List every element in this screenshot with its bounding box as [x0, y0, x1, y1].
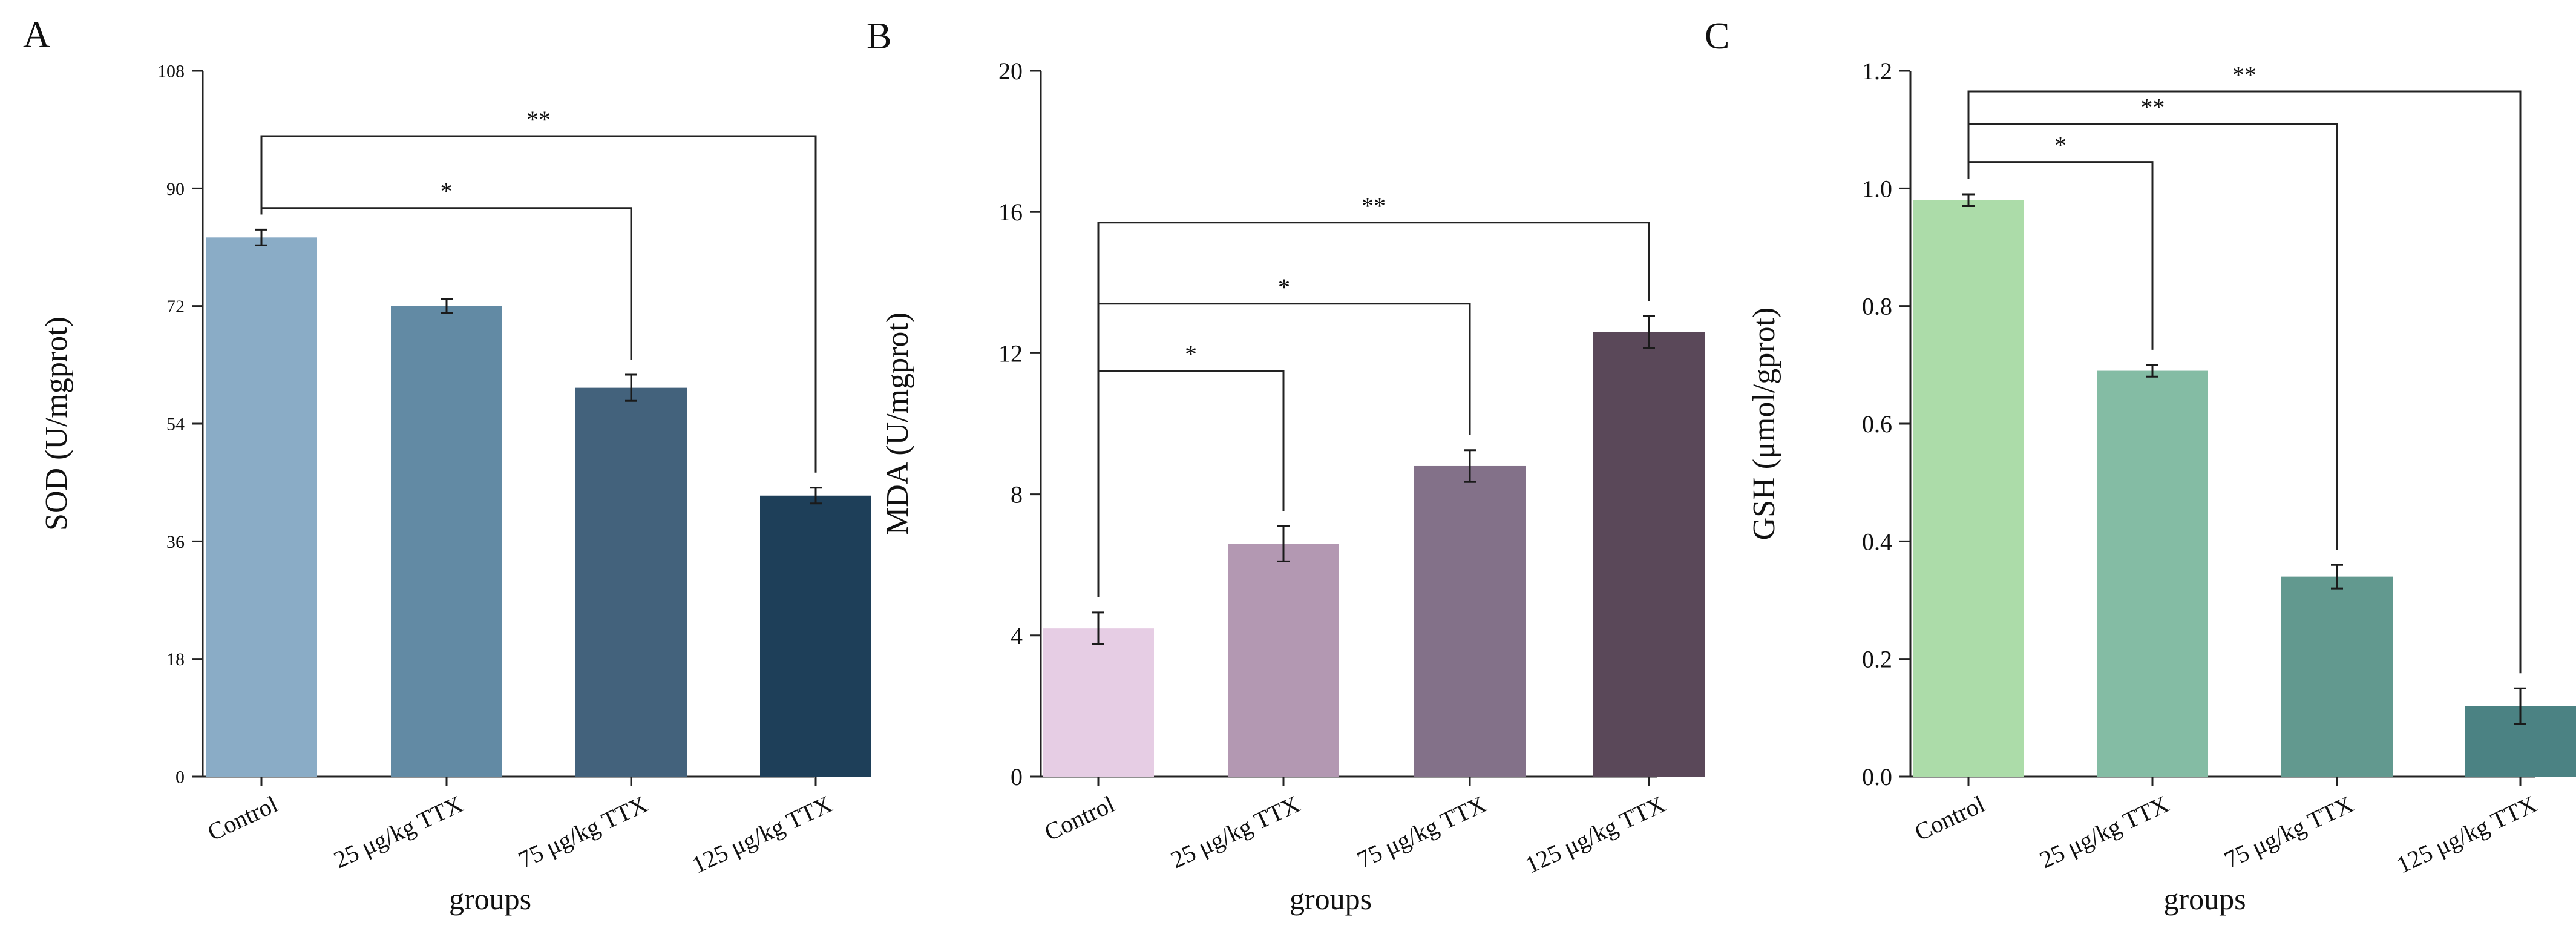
- x-axis-label: groups: [2163, 882, 2246, 916]
- y-tick-label: 0.8: [1862, 293, 1892, 320]
- y-axis-label: GSH (μmol/gprot): [1747, 307, 1781, 541]
- error-bar: [1643, 315, 1655, 349]
- x-tick-label: 75 μg/kg TTX: [1353, 790, 1490, 873]
- significance-label: *: [1185, 341, 1197, 368]
- x-axis-label: groups: [449, 882, 531, 916]
- x-tick-label: 75 μg/kg TTX: [514, 790, 652, 873]
- y-tick-label: 8: [1011, 481, 1023, 508]
- significance-bracket: **: [260, 106, 817, 473]
- error-bar: [2146, 364, 2158, 378]
- significance-label: **: [526, 106, 551, 133]
- bar-4: [760, 495, 871, 777]
- bar-4: [1593, 332, 1705, 777]
- y-tick-label: 0: [175, 768, 185, 787]
- chart-panel-a: A 0 18 36 54 72 90 108 SOD (U/mgprot) Control 25 μ…: [23, 15, 871, 916]
- bar-3: [1414, 465, 1526, 777]
- x-tick-label: 25 μg/kg TTX: [2036, 790, 2173, 873]
- panel-letter: A: [23, 15, 50, 56]
- significance-label: **: [1362, 192, 1386, 220]
- bar-1: [206, 237, 317, 777]
- y-tick-label: 72: [166, 297, 185, 317]
- x-tick-label: 75 μg/kg TTX: [2220, 790, 2358, 873]
- panel-letter: C: [1705, 16, 1729, 57]
- panel-letter: B: [867, 16, 891, 57]
- significance-label: *: [2054, 132, 2066, 159]
- y-tick-label: 16: [998, 199, 1023, 226]
- y-tick-label: 1.0: [1862, 175, 1892, 202]
- x-tick-label: 125 μg/kg TTX: [1521, 790, 1670, 878]
- bar-1: [1913, 200, 2024, 777]
- y-tick-label: 0.4: [1862, 528, 1892, 555]
- significance-label: *: [441, 178, 453, 205]
- bar-3: [2281, 576, 2393, 777]
- y-axis-label: MDA (U/mgprot): [880, 312, 915, 535]
- y-tick-label: 1.2: [1862, 58, 1892, 85]
- y-tick-label: 12: [998, 340, 1023, 367]
- significance-label: **: [2141, 93, 2165, 120]
- y-tick-label: 0.6: [1862, 410, 1892, 438]
- error-bar: [441, 298, 453, 315]
- error-bar: [1277, 525, 1290, 562]
- error-bar: [1464, 449, 1476, 483]
- bar-1: [1043, 628, 1154, 777]
- error-bar: [2331, 564, 2343, 590]
- error-bar: [2514, 687, 2526, 725]
- chart-panel-b: B 0 4 8 12 16 20 MDA (U/mgprot) Control 25 μg/kg …: [867, 16, 1705, 916]
- x-axis-label: groups: [1290, 882, 1372, 916]
- y-axis-label: SOD (U/mgprot): [39, 317, 74, 531]
- y-tick-label: 20: [998, 58, 1023, 85]
- x-tick-label: Control: [203, 790, 282, 846]
- bar-2: [1228, 544, 1339, 777]
- error-bar: [810, 487, 822, 505]
- bar-3: [575, 387, 687, 777]
- x-tick-label: 25 μg/kg TTX: [330, 790, 467, 873]
- y-tick-label: 4: [1011, 622, 1023, 649]
- significance-label: **: [2232, 61, 2256, 88]
- significance-label: *: [1278, 274, 1290, 301]
- y-tick-label: 0.2: [1862, 646, 1892, 673]
- y-tick-label: 90: [166, 179, 185, 199]
- error-bar: [1962, 193, 1975, 207]
- y-tick-label: 18: [166, 649, 185, 669]
- x-tick-label: Control: [1910, 790, 1989, 846]
- chart-panel-c: C 0.0 0.2 0.4 0.6 0.8 1.0 1.2 GSH (μmol/gprot) Co…: [1705, 16, 2576, 916]
- x-tick-label: 125 μg/kg TTX: [688, 790, 836, 878]
- y-tick-label: 0.0: [1862, 763, 1892, 791]
- significance-bracket: **: [1967, 61, 2522, 674]
- y-tick-label: 108: [157, 62, 185, 82]
- y-tick-label: 54: [166, 415, 185, 435]
- bar-2: [2097, 370, 2208, 777]
- x-tick-label: 25 μg/kg TTX: [1167, 790, 1304, 873]
- error-bar: [255, 228, 267, 246]
- x-tick-label: 125 μg/kg TTX: [2393, 790, 2541, 878]
- error-bar: [1092, 611, 1104, 645]
- y-tick-label: 0: [1011, 763, 1023, 791]
- y-tick-label: 36: [166, 532, 185, 552]
- bar-2: [391, 306, 502, 777]
- significance-bracket: **: [1097, 192, 1650, 597]
- error-bar: [625, 373, 637, 402]
- x-tick-label: Control: [1040, 790, 1119, 846]
